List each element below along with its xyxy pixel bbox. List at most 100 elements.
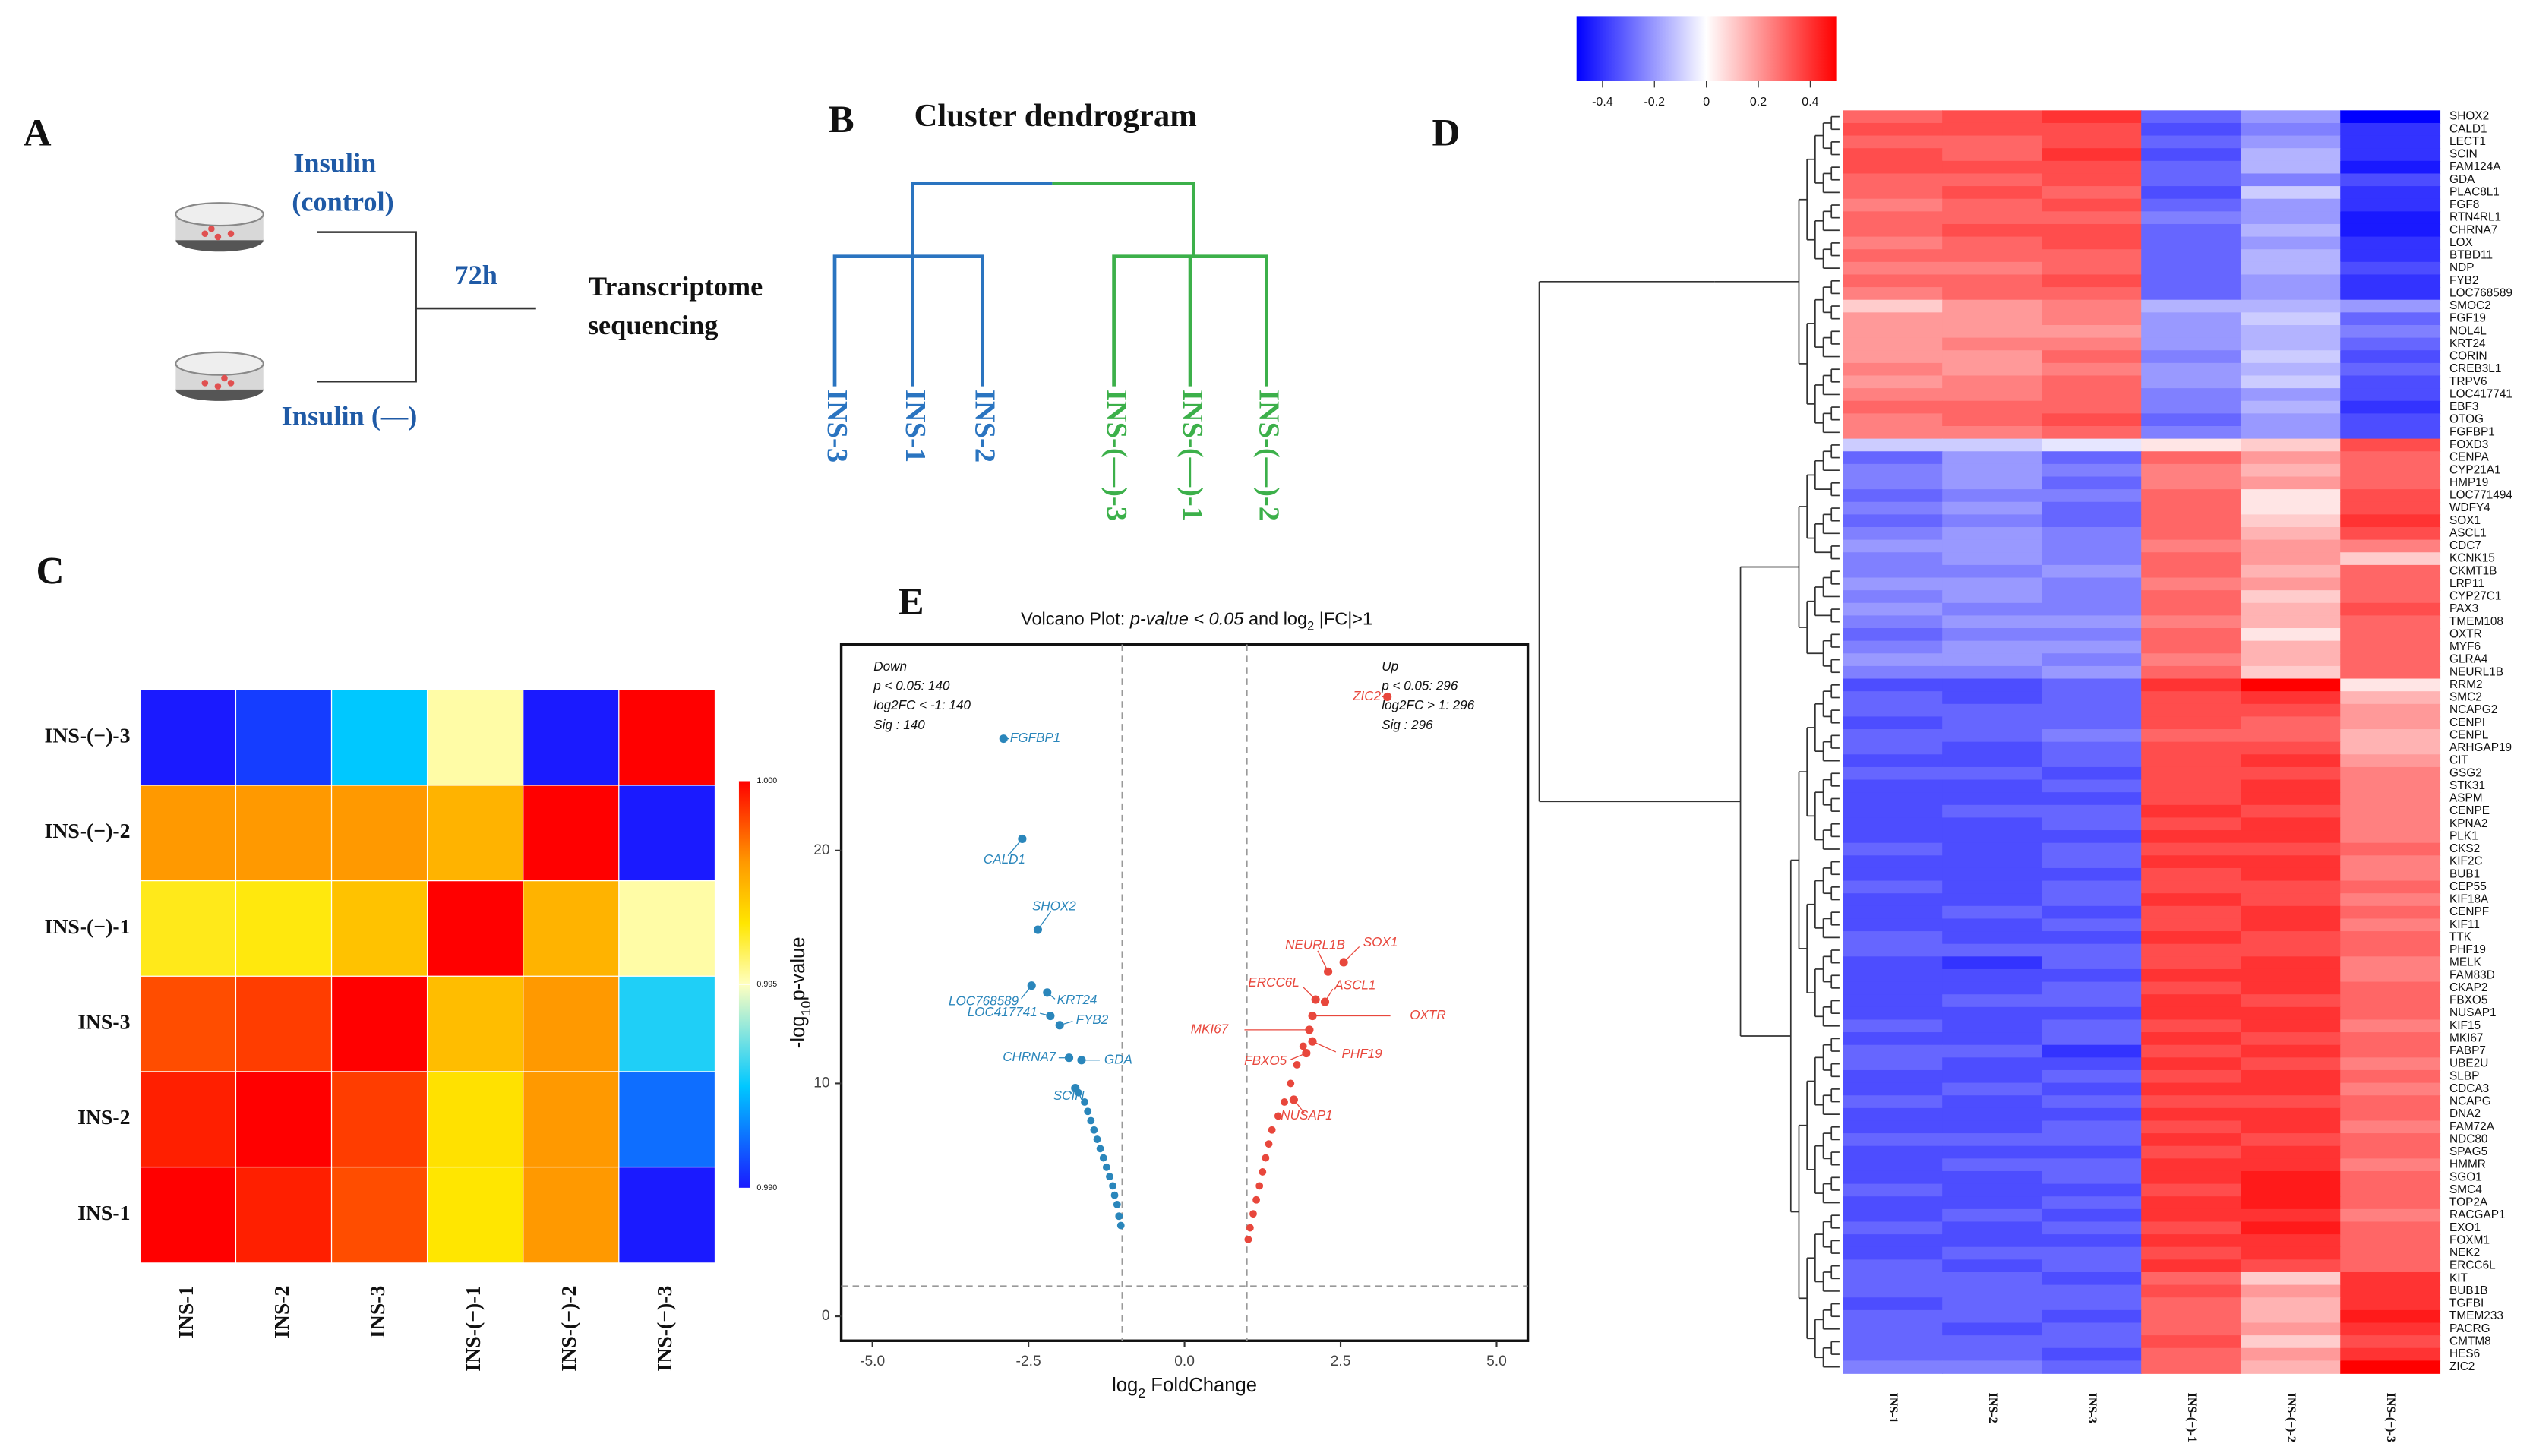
heat-cell — [2340, 1044, 2441, 1059]
heat-cell — [330, 880, 428, 978]
heat-cell — [2141, 223, 2242, 238]
heat-cell — [1942, 375, 2043, 389]
heat-cell — [2042, 388, 2143, 402]
heat-cell — [2340, 287, 2441, 301]
point — [999, 734, 1008, 744]
heat-cell — [2340, 1234, 2441, 1248]
heat-cell — [2241, 1297, 2342, 1311]
heat-cell — [1942, 1322, 2043, 1336]
heat-cell — [2042, 1095, 2143, 1109]
point — [1262, 1154, 1270, 1162]
heat-cell — [2141, 274, 2242, 288]
heat-cell — [2141, 249, 2242, 263]
heat-cell — [1942, 337, 2043, 352]
heat-cell — [1942, 640, 2043, 655]
heat-cell — [2042, 1170, 2143, 1185]
heat-cell — [1843, 552, 1944, 566]
heat-cell — [1843, 994, 1944, 1008]
heat-cell — [1942, 880, 2043, 895]
heat-cell — [1843, 160, 1944, 175]
heat-cell — [2042, 539, 2143, 554]
heat-cell — [1942, 539, 2043, 554]
column-label: INS-(−)-3 — [2384, 1393, 2397, 1442]
gene-label: FABP7 — [2449, 1044, 2486, 1057]
point — [1106, 1173, 1113, 1181]
heat-cell — [2042, 628, 2143, 642]
gene-label: FAM83D — [2449, 968, 2495, 981]
heat-cell — [1843, 324, 1944, 339]
heat-cell — [1942, 590, 2043, 604]
gene-label: RTN4RL1 — [2449, 211, 2501, 224]
gene-label: EXO1 — [2449, 1221, 2481, 1234]
heat-cell — [1843, 337, 1944, 352]
heat-cell — [1942, 1221, 2043, 1235]
heat-cell — [2042, 476, 2143, 490]
heat-cell — [2141, 1145, 2242, 1160]
panel-letter: A — [23, 111, 51, 154]
plot-title: Volcano Plot: p-value < 0.05 and log2 |F… — [1021, 609, 1372, 633]
heat-cell — [2340, 1145, 2441, 1160]
gene-label: NCAPG2 — [2449, 703, 2497, 716]
heat-cell — [2141, 880, 2242, 895]
column-label: INS-(−)-2 — [2285, 1393, 2298, 1442]
heat-cell — [2141, 766, 2242, 781]
heat-cell — [2141, 324, 2242, 339]
heat-cell — [1942, 754, 2043, 768]
heat-cell — [1942, 489, 2043, 503]
point-label: GDA — [1104, 1052, 1132, 1066]
heat-cell — [2141, 375, 2242, 389]
heat-cell — [1843, 1271, 1944, 1286]
heat-cell — [2241, 754, 2342, 768]
legend-label: Down — [873, 659, 907, 674]
heat-cell — [2042, 400, 2143, 415]
heat-cell — [1942, 1297, 2043, 1311]
heat-cell — [2141, 148, 2242, 162]
heat-cell — [2241, 1006, 2342, 1021]
dendrogram-title: Cluster dendrogram — [914, 98, 1197, 134]
heat-cell — [1942, 501, 2043, 516]
output-label: Transcriptome — [589, 271, 763, 302]
heat-cell — [2241, 867, 2342, 882]
point-label: SOX1 — [1363, 935, 1398, 949]
heat-cell — [235, 1166, 333, 1264]
heat-cell — [2241, 640, 2342, 655]
heat-cell — [2340, 905, 2441, 920]
heat-cell — [1843, 893, 1944, 907]
point — [1287, 1079, 1295, 1088]
heat-cell — [2340, 1032, 2441, 1046]
heat-cell — [2340, 628, 2441, 642]
heat-cell — [2340, 577, 2441, 591]
heat-cell — [2141, 602, 2242, 617]
heat-cell — [2141, 236, 2242, 251]
point — [1074, 1088, 1082, 1097]
point — [1093, 1135, 1101, 1143]
text-part: 2 — [1138, 1385, 1145, 1401]
heat-cell — [2042, 956, 2143, 970]
heat-cell — [1942, 1044, 2043, 1059]
gene-label: FAM72A — [2449, 1120, 2495, 1133]
heat-cell — [1843, 716, 1944, 730]
heat-cell — [2042, 552, 2143, 566]
heat-cell — [2241, 211, 2342, 225]
heat-cell — [235, 975, 333, 1073]
point — [1299, 1042, 1307, 1050]
heat-cell — [1843, 817, 1944, 831]
heat-cell — [2241, 425, 2342, 440]
dendrogram-branch — [1052, 182, 1268, 387]
heat-cell — [2340, 236, 2441, 251]
heat-cell — [2241, 716, 2342, 730]
heat-cell — [1843, 476, 1944, 490]
point-label: LOC768589 — [949, 994, 1019, 1009]
column-label: INS-(−)-2 — [557, 1286, 581, 1372]
heat-cell — [2340, 640, 2441, 655]
heat-cell — [1942, 135, 2043, 150]
heat-cell — [1843, 1158, 1944, 1172]
heat-cell — [1942, 615, 2043, 629]
heat-cell — [1843, 956, 1944, 970]
heat-cell — [2042, 514, 2143, 528]
heat-cell — [1843, 122, 1944, 137]
leader-line — [1312, 1041, 1337, 1053]
gene-label: FYB2 — [2449, 274, 2478, 287]
heat-cell — [2141, 994, 2242, 1008]
annotation: log2FC > 1: 296 — [1382, 698, 1475, 712]
